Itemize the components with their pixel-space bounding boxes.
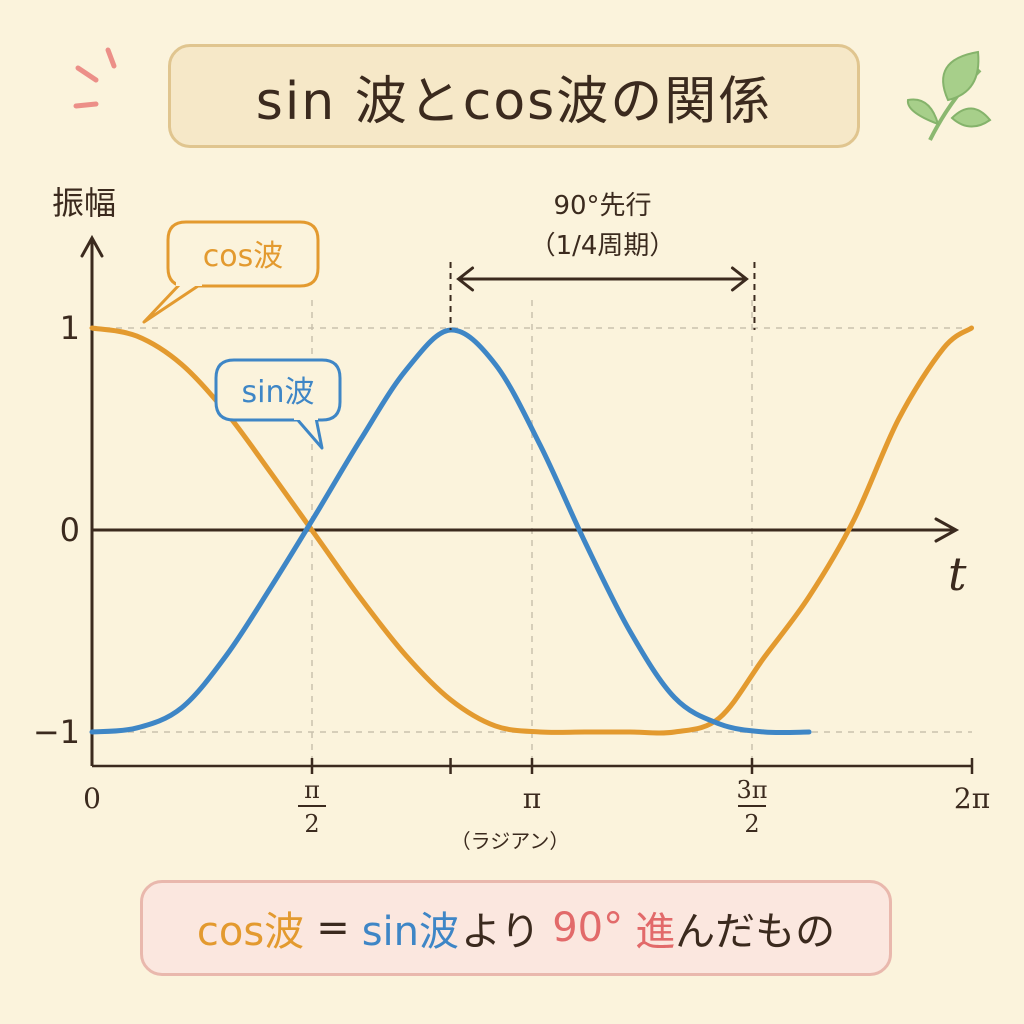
footer-sin: sin波 — [361, 909, 460, 955]
footer-summary: cos波 = sin波 より 90° 進んだもの — [140, 880, 892, 976]
y-axis-label: 振幅 — [52, 184, 116, 222]
annotation-arrowhead-right — [730, 266, 749, 292]
y-tick-label: 0 — [60, 511, 80, 549]
footer-cos: cos波 — [196, 909, 305, 955]
series-line-sin — [89, 327, 812, 736]
axes — [80, 234, 972, 768]
y-tick-label: −1 — [33, 713, 80, 751]
x-tick-label: π — [523, 782, 541, 815]
footer-equals: = — [316, 905, 350, 951]
footer-rest: んだもの — [675, 909, 836, 955]
annotation-group: 90°先行 （1/4周期） — [449, 191, 756, 330]
sin-label: sin波 — [242, 375, 315, 410]
y-axis-arrow — [80, 234, 104, 258]
x-tick-label-den: 2 — [744, 810, 759, 838]
x-tick-label: 2π — [954, 782, 990, 815]
footer-deg: 90° — [552, 905, 624, 951]
annotation-line1: 90°先行 — [553, 191, 651, 221]
sin-label-bubble: sin波 — [214, 358, 342, 450]
cos-label: cos波 — [203, 239, 283, 274]
footer-yori: より — [461, 909, 541, 955]
page-title: sin 波とcos波の関係 — [255, 71, 773, 132]
y-tick-label: 1 — [60, 309, 80, 347]
x-tick-label: 3π — [736, 776, 767, 804]
x-tick-label-den: 2 — [304, 810, 319, 838]
footer-susun: 進 — [635, 909, 676, 955]
annotation-line2: （1/4周期） — [530, 231, 676, 261]
x-unit-label: （ラジアン） — [451, 829, 570, 853]
series-group — [89, 325, 975, 736]
annotation-arrowhead-left — [456, 266, 475, 292]
x-tick-label: 0 — [83, 782, 101, 815]
x-axis-label: t — [948, 547, 967, 601]
title-box: sin 波とcos波の関係 — [168, 44, 860, 148]
series-line-cos — [89, 325, 975, 736]
leaf-icon — [906, 50, 992, 141]
x-axis-arrow — [934, 517, 960, 543]
decoration-sparkle-icon — [73, 47, 117, 109]
cos-label-bubble: cos波 — [142, 220, 320, 324]
x-tick-label: π — [304, 776, 320, 804]
